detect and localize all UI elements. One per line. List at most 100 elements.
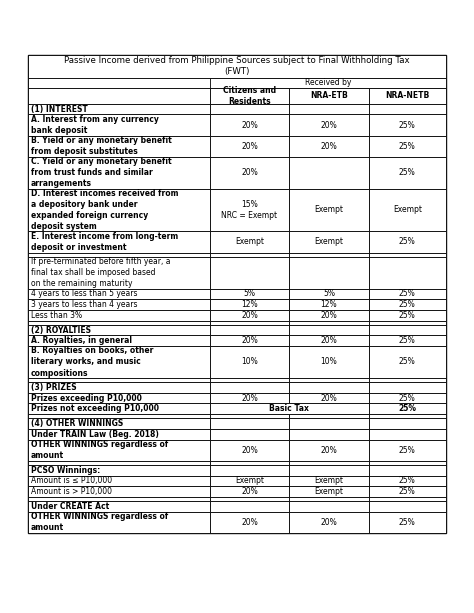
Bar: [210, 476, 289, 486]
Text: Under CREATE Act: Under CREATE Act: [31, 502, 109, 511]
Text: 20%: 20%: [241, 394, 258, 403]
Bar: [28, 335, 210, 346]
Bar: [28, 55, 446, 533]
Bar: [28, 461, 210, 465]
Text: 20%: 20%: [241, 336, 258, 345]
Bar: [369, 253, 446, 257]
Text: Amount is > P10,000: Amount is > P10,000: [31, 487, 112, 496]
Bar: [289, 289, 369, 299]
Text: Prizes exceeding P10,000: Prizes exceeding P10,000: [31, 394, 142, 403]
Bar: [369, 104, 446, 115]
Bar: [289, 476, 369, 486]
Bar: [369, 497, 446, 501]
Bar: [369, 512, 446, 533]
Bar: [28, 189, 210, 231]
Bar: [210, 497, 289, 501]
Bar: [210, 231, 289, 253]
Text: (2) ROYALTIES: (2) ROYALTIES: [31, 326, 91, 335]
Bar: [28, 497, 210, 501]
Bar: [28, 289, 210, 299]
Bar: [210, 310, 289, 321]
Text: 25%: 25%: [399, 142, 416, 151]
Text: 25%: 25%: [399, 446, 416, 455]
Text: (1) INTEREST: (1) INTEREST: [31, 105, 88, 113]
Text: 20%: 20%: [241, 311, 258, 320]
Text: Exempt: Exempt: [235, 476, 264, 485]
Text: Exempt: Exempt: [393, 205, 422, 215]
Bar: [28, 88, 210, 104]
Bar: [369, 321, 446, 325]
Bar: [210, 257, 289, 289]
Text: 20%: 20%: [320, 142, 337, 151]
Bar: [369, 115, 446, 135]
Bar: [28, 440, 210, 461]
Bar: [28, 325, 210, 335]
Bar: [369, 465, 446, 476]
Bar: [289, 461, 369, 465]
Bar: [289, 253, 369, 257]
Bar: [210, 88, 289, 104]
Text: 5%: 5%: [323, 289, 335, 299]
Bar: [28, 382, 210, 393]
Bar: [210, 253, 289, 257]
Bar: [369, 393, 446, 403]
Text: 20%: 20%: [320, 311, 337, 320]
Bar: [210, 393, 289, 403]
Bar: [28, 429, 210, 440]
Text: A. Royalties, in general: A. Royalties, in general: [31, 336, 132, 345]
Text: Less than 3%: Less than 3%: [31, 311, 82, 320]
Text: OTHER WINNINGS regardless of
amount: OTHER WINNINGS regardless of amount: [31, 440, 168, 460]
Text: Exempt: Exempt: [314, 237, 344, 246]
Bar: [369, 189, 446, 231]
Bar: [28, 414, 210, 418]
Bar: [28, 465, 210, 476]
Bar: [369, 257, 446, 289]
Bar: [369, 231, 446, 253]
Text: Under TRAIN Law (Beg. 2018): Under TRAIN Law (Beg. 2018): [31, 430, 159, 439]
Bar: [289, 310, 369, 321]
Bar: [289, 189, 369, 231]
Text: Citizens and
Residents: Citizens and Residents: [223, 86, 276, 105]
Bar: [210, 440, 289, 461]
Bar: [289, 382, 369, 393]
Text: 20%: 20%: [241, 142, 258, 151]
Text: 20%: 20%: [320, 336, 337, 345]
Text: 25%: 25%: [399, 394, 416, 403]
Bar: [210, 346, 289, 378]
Text: 25%: 25%: [399, 476, 416, 485]
Text: 10%: 10%: [241, 357, 258, 367]
Bar: [210, 429, 289, 440]
Text: 4 years to less than 5 years: 4 years to less than 5 years: [31, 289, 137, 299]
Bar: [369, 476, 446, 486]
Text: 25%: 25%: [399, 357, 416, 367]
Text: 20%: 20%: [241, 169, 258, 177]
Bar: [289, 486, 369, 497]
Bar: [210, 115, 289, 135]
Bar: [28, 104, 210, 115]
Bar: [369, 418, 446, 429]
Bar: [369, 335, 446, 346]
Bar: [210, 378, 289, 382]
Bar: [210, 321, 289, 325]
Bar: [28, 393, 210, 403]
Text: 20%: 20%: [320, 518, 337, 527]
Bar: [210, 418, 289, 429]
Bar: [28, 257, 210, 289]
Text: 25%: 25%: [398, 404, 416, 413]
Bar: [28, 299, 210, 310]
Bar: [369, 346, 446, 378]
Bar: [289, 418, 369, 429]
Text: C. Yield or any monetary benefit
from trust funds and similar
arrangements: C. Yield or any monetary benefit from tr…: [31, 157, 172, 188]
Text: 25%: 25%: [399, 169, 416, 177]
Bar: [369, 414, 446, 418]
Bar: [369, 299, 446, 310]
Bar: [369, 88, 446, 104]
Bar: [210, 189, 289, 231]
Text: 25%: 25%: [399, 487, 416, 496]
Bar: [28, 135, 210, 157]
Text: 20%: 20%: [320, 446, 337, 455]
Text: 25%: 25%: [399, 518, 416, 527]
Text: 20%: 20%: [241, 121, 258, 129]
Text: 25%: 25%: [399, 121, 416, 129]
Bar: [369, 440, 446, 461]
